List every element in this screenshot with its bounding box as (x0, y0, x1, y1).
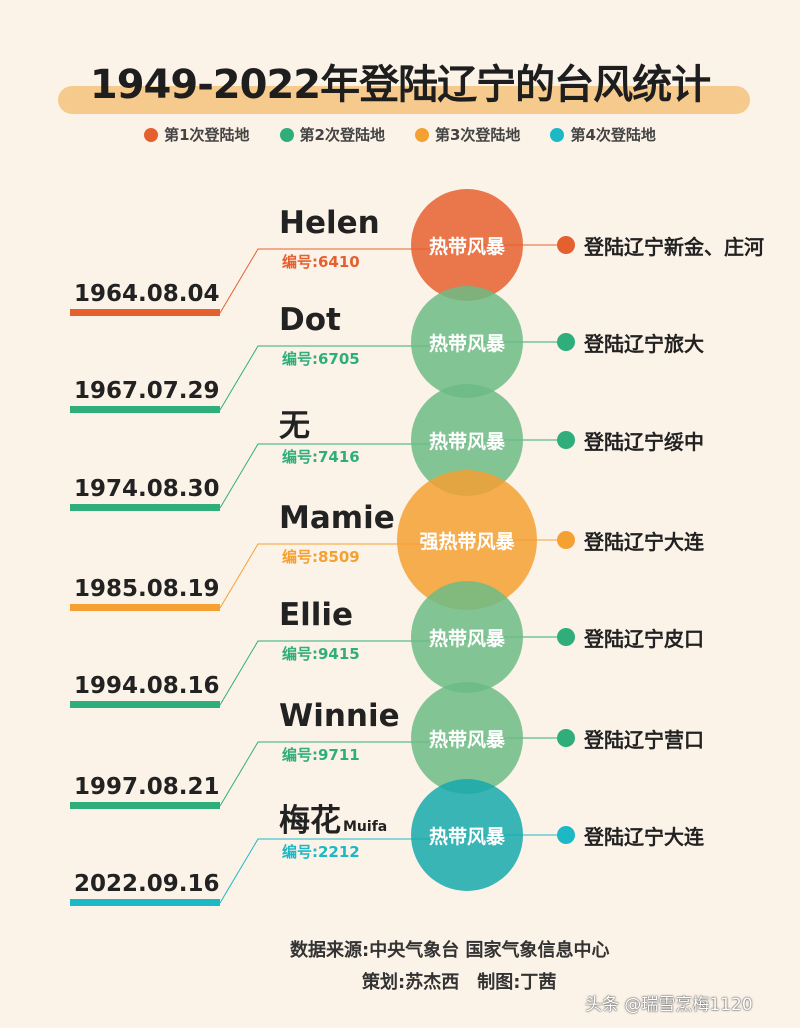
credits: 策划:苏杰西 制图:丁茜 (362, 972, 557, 993)
landing-place: 登陆辽宁皮口 (584, 627, 704, 651)
landing-dot-icon (557, 431, 575, 449)
typhoon-code: 编号:9415 (282, 645, 360, 663)
landing-dot-icon (557, 531, 575, 549)
landing-place: 登陆辽宁绥中 (584, 430, 704, 454)
typhoon-category: 强热带风暴 (419, 531, 515, 553)
date-underline (70, 899, 220, 906)
typhoon-name-text: Dot (279, 302, 341, 338)
date-underline (70, 309, 220, 316)
typhoon-category: 热带风暴 (428, 236, 505, 258)
typhoon-name: Mamie (279, 500, 395, 536)
connector-line (219, 741, 467, 807)
landing-dot-icon (557, 826, 575, 844)
landing-dot-icon (557, 628, 575, 646)
typhoon-category: 热带风暴 (428, 333, 505, 355)
page-title: 1949-2022年登陆辽宁的台风统计 (89, 62, 711, 108)
connector-line (219, 640, 467, 706)
typhoon-name: Dot (279, 302, 341, 338)
typhoon-circle (411, 286, 523, 398)
typhoon-code: 编号:8509 (282, 548, 360, 566)
typhoon-name: 无 (279, 400, 310, 445)
date-underline (70, 802, 220, 809)
landing-date: 1964.08.04 (74, 281, 220, 307)
landing-date: 1985.08.19 (74, 576, 220, 602)
landing-date: 1974.08.30 (74, 476, 220, 502)
landing-place: 登陆辽宁旅大 (584, 332, 704, 356)
typhoon-category: 热带风暴 (428, 826, 505, 848)
typhoon-name-text: 梅花 (279, 803, 341, 839)
legend-item: 第3次登陆地 (415, 124, 520, 145)
typhoon-name-text: Ellie (279, 597, 354, 633)
typhoon-name-text: Mamie (279, 500, 395, 536)
date-underline (70, 701, 220, 708)
date-underline (70, 504, 220, 511)
legend-label: 第2次登陆地 (299, 126, 385, 144)
typhoon-name-text: 无 (279, 408, 310, 444)
data-source: 数据来源:中央气象台 国家气象信息中心 (290, 940, 610, 961)
typhoon-name: Ellie (279, 597, 353, 633)
legend-label: 第1次登陆地 (164, 126, 250, 144)
legend-dot-icon (144, 127, 159, 142)
legend-item: 第2次登陆地 (279, 124, 385, 145)
typhoon-circle (411, 581, 523, 693)
typhoon-name: Winnie (279, 698, 400, 734)
connector-line (219, 248, 467, 314)
typhoon-category: 热带风暴 (428, 628, 505, 650)
typhoon-circle (397, 470, 537, 610)
legend-label: 第4次登陆地 (570, 126, 656, 144)
typhoon-code: 编号:2212 (282, 843, 360, 861)
title-highlight (58, 86, 750, 114)
landing-dot-icon (557, 333, 575, 351)
typhoon-circle (411, 384, 523, 496)
landing-dot-icon (557, 729, 575, 747)
connector-line (219, 345, 467, 411)
landing-dot-icon (557, 236, 575, 254)
legend-item: 第1次登陆地 (144, 124, 250, 145)
typhoon-name-text: Winnie (279, 698, 400, 734)
date-underline (70, 406, 220, 413)
date-underline (70, 604, 220, 611)
typhoon-category: 热带风暴 (428, 431, 505, 453)
typhoon-name-en: Muifa (343, 819, 388, 835)
legend-dot-icon (279, 127, 294, 142)
typhoon-name: 梅花 Muifa (279, 795, 387, 840)
landing-place: 登陆辽宁大连 (584, 825, 704, 849)
legend-dot-icon (415, 127, 429, 142)
typhoon-code: 编号:9711 (282, 746, 360, 764)
connector-line (219, 838, 467, 904)
landing-date: 2022.09.16 (74, 871, 220, 897)
legend-label: 第3次登陆地 (435, 126, 521, 144)
landing-place: 登陆辽宁营口 (584, 728, 704, 752)
landing-date: 1997.08.21 (74, 774, 220, 800)
landing-place: 登陆辽宁新金、庄河 (584, 235, 764, 259)
watermark: 头条 @瑞雪烹梅1120 (585, 995, 753, 1015)
typhoon-circle (411, 682, 523, 794)
connector-line (219, 443, 467, 509)
typhoon-circle (411, 779, 523, 891)
legend-item: 第4次登陆地 (550, 124, 656, 145)
legend: 第1次登陆地 第2次登陆地 第3次登陆地 第4次登陆地 (0, 124, 800, 145)
landing-date: 1967.07.29 (74, 378, 220, 404)
landing-place: 登陆辽宁大连 (584, 530, 704, 554)
typhoon-code: 编号:6705 (282, 350, 360, 368)
typhoon-code: 编号:6410 (282, 253, 360, 271)
typhoon-circle (411, 189, 523, 301)
legend-dot-icon (550, 127, 565, 142)
typhoon-name: Helen (279, 205, 380, 241)
typhoon-category: 热带风暴 (428, 729, 505, 751)
landing-date: 1994.08.16 (74, 673, 220, 699)
typhoon-code: 编号:7416 (282, 448, 360, 466)
typhoon-name-text: Helen (279, 205, 380, 241)
